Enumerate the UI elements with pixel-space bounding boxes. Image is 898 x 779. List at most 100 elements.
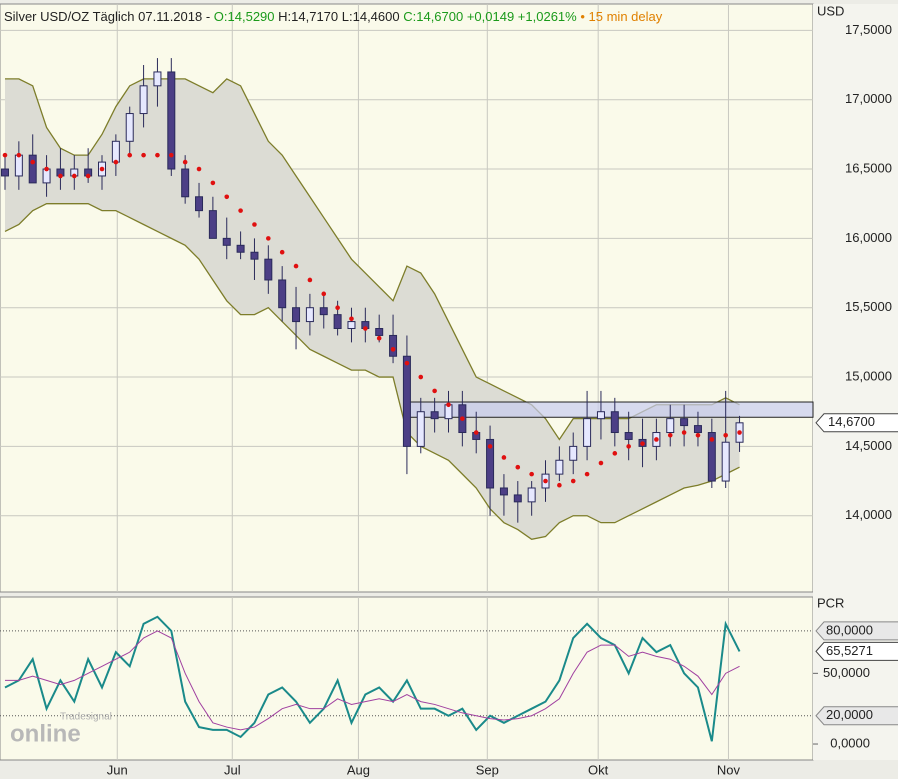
middle-dot	[584, 471, 590, 477]
middle-dot	[695, 432, 701, 438]
x-tick-label: Jun	[107, 762, 128, 777]
candle-body	[680, 418, 689, 427]
watermark-bottom: online	[10, 720, 81, 747]
level-label: 80,0000	[826, 622, 873, 637]
middle-dot	[321, 291, 327, 297]
middle-dot	[113, 159, 119, 165]
candle-body	[250, 251, 259, 260]
candle-body	[139, 85, 148, 115]
title: Silver USD/OZ Täglich 07.11.2018 -	[4, 9, 210, 24]
candle-body	[14, 154, 23, 177]
middle-dot	[307, 277, 313, 283]
middle-dot	[58, 173, 63, 179]
middle-dot	[376, 335, 382, 341]
candle-body	[264, 258, 273, 281]
candle-body	[167, 71, 176, 170]
middle-dot	[252, 222, 257, 227]
candle-body	[721, 441, 730, 482]
level-label: 20,0000	[826, 707, 873, 722]
chart-title: Silver USD/OZ Täglich 07.11.2018 - O:14,…	[4, 9, 663, 24]
candle-body	[513, 494, 522, 503]
middle-dot	[515, 464, 521, 470]
middle-dot	[196, 166, 202, 172]
close: C:14,6700 +0,0149 +1,0261%	[403, 9, 577, 24]
y-tick-label: 17,0000	[845, 91, 892, 106]
delay: 15 min delay	[589, 9, 663, 24]
layer: 14,0000 14,5000 15,0000 15,5000 16,0000 16,50…	[0, 4, 898, 777]
candle-body	[402, 355, 411, 447]
candle-body	[125, 113, 134, 142]
y-unit: USD	[817, 3, 844, 18]
middle-dot	[667, 432, 673, 438]
middle-dot	[640, 441, 645, 446]
price-marker-box	[815, 413, 898, 433]
candle-body	[555, 459, 564, 475]
y-tick-label: 15,5000	[845, 299, 892, 314]
middle-dot	[487, 444, 493, 449]
candle-body	[319, 307, 328, 316]
middle-dot	[460, 416, 465, 421]
middle-dot	[349, 316, 354, 322]
x-tick-label: Jul	[224, 762, 241, 777]
candle-body	[181, 168, 190, 198]
middle-dot	[238, 208, 243, 213]
middle-dot	[737, 430, 742, 435]
middle-dot	[71, 173, 77, 179]
middle-dot	[543, 478, 548, 484]
candle-body	[624, 432, 633, 440]
middle-dot	[473, 430, 479, 435]
y2-tick-label: 50,0000	[823, 665, 870, 680]
candle-body	[375, 328, 384, 336]
middle-dot	[681, 430, 687, 435]
candle-body	[527, 487, 536, 503]
y-tick-label: 14,0000	[845, 507, 892, 522]
y2-tick-label: 0,0000	[830, 735, 870, 750]
middle-dot	[529, 471, 534, 477]
candle-body	[195, 196, 204, 212]
lower-band	[4, 203, 740, 540]
x-tick-label: Okt	[588, 762, 609, 777]
candle-body	[693, 425, 702, 434]
pcr-line	[4, 630, 740, 731]
y-tick-label: 14,5000	[845, 438, 892, 453]
candle-body	[153, 71, 162, 87]
candle-body	[111, 140, 120, 163]
candle-body	[28, 154, 37, 184]
x-tick-label: Aug	[347, 762, 370, 777]
candle-body	[666, 418, 675, 434]
middle-dot	[626, 444, 631, 449]
dot: •	[580, 9, 585, 24]
y-tick-label: 17,5000	[845, 22, 892, 37]
high: H:14,7170	[278, 9, 338, 24]
middle-dot	[182, 159, 188, 165]
middle-dot	[127, 152, 133, 158]
candle-body	[486, 438, 495, 489]
middle-dot	[446, 402, 451, 408]
candle-body	[222, 237, 231, 246]
candle-body	[707, 432, 716, 482]
y-tick-label: 15,0000	[845, 368, 892, 383]
middle-dot	[266, 236, 271, 241]
x-tick-label: Nov	[717, 762, 741, 777]
candle-body	[416, 411, 425, 447]
middle-dot	[404, 360, 410, 366]
middle-dot	[2, 152, 8, 158]
candle-body	[0, 168, 9, 177]
candle-body	[389, 334, 398, 357]
candle-body	[347, 321, 356, 330]
middle-dot	[501, 455, 507, 460]
middle-dot	[390, 347, 396, 352]
middle-dot	[709, 437, 715, 442]
middle-dot	[16, 152, 22, 158]
middle-dot	[418, 374, 424, 380]
middle-dot	[210, 180, 216, 186]
pcr-line	[4, 615, 741, 742]
candle-body	[292, 307, 301, 323]
middle-dot	[654, 437, 659, 442]
middle-dot	[723, 432, 728, 438]
middle-dot	[141, 152, 146, 158]
candle-body	[333, 314, 342, 330]
candle-body	[499, 487, 508, 496]
